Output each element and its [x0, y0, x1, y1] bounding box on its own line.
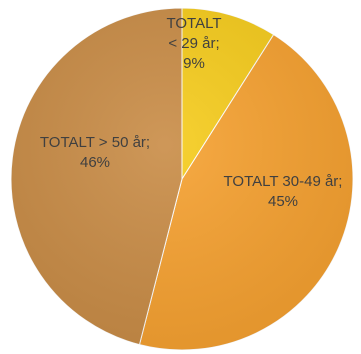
slice-label-30-49: TOTALT 30-49 år; 45% [213, 172, 353, 212]
slice-label-30-49-line1: TOTALT 30-49 år; [223, 173, 343, 190]
slice-label-over-50-line2: 46% [79, 154, 111, 171]
slice-label-under-29-line3: 9% [183, 55, 205, 72]
slice-label-under-29-line1: TOTALT [166, 15, 222, 32]
slice-label-over-50-line1: TOTALT > 50 år; [39, 134, 151, 151]
slice-label-under-29-line2: < 29 år; [168, 35, 220, 52]
slice-label-over-50: TOTALT > 50 år; 46% [28, 133, 162, 173]
pie-shading [11, 8, 353, 350]
slice-label-30-49-line2: 45% [267, 193, 299, 210]
slice-label-under-29: TOTALT < 29 år; 9% [163, 14, 225, 74]
